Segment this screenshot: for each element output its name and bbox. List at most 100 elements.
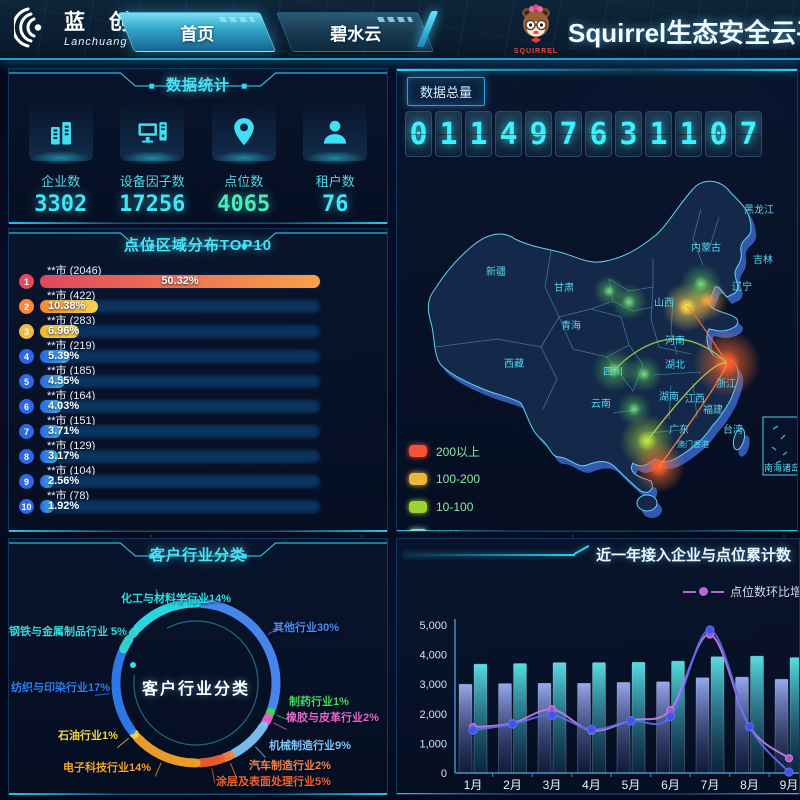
x-tick-label: 8月 [740,778,759,792]
flow-arc [613,338,728,371]
legend-item[interactable]: 200以上 [409,437,480,465]
legend-label: 10-100 [436,500,474,514]
donut-slice[interactable] [220,750,235,763]
y-tick-label: 0 [441,768,447,780]
top10-row[interactable]: **市 (104) 9 2.56% [19,463,377,489]
legend-item[interactable]: 10-100 [409,493,480,521]
province-label: 四川 [603,367,623,378]
donut-slice[interactable] [111,648,136,735]
heat-spot [593,275,625,307]
donut-slice-label: 电子科技行业14% [63,762,152,774]
donut-slice-label: 钢铁与金属制品行业 5% [9,626,127,638]
digit-card: 1 [465,111,492,157]
top10-bar-fill [40,350,70,363]
bar-series2 [710,656,725,774]
stat-value: 76 [322,192,349,217]
top10-bar-track: 5.39% [40,350,320,363]
page-title: Squirrel生态安全云平台 [568,18,800,48]
x-tick-label: 7月 [701,778,720,792]
donut-slice[interactable] [196,598,281,713]
stat-label: 设备因子数 [119,174,185,189]
x-tick-label: 2月 [503,778,522,792]
digit-card: 1 [645,111,672,157]
data-total-badge: 数据总量 [407,77,486,106]
province-label: 吉林 [753,253,773,266]
digit-card: 4 [495,111,522,157]
squirrel-mascot: SQUIRREL [508,3,564,55]
province-label: 浙江 [716,378,736,390]
tab-home[interactable]: 首页 [118,12,277,52]
legend-item[interactable]: 100-200 [409,465,480,493]
top10-bar-track: 4.55% [40,375,320,388]
top10-row[interactable]: **市 (283) 3 6.96% [19,313,377,339]
stat-sites: 点位数 4065 [198,103,290,217]
tab-bishuiyun[interactable]: 碧水云 [276,12,435,52]
province-label: 广东 [669,423,689,436]
stat-label: 企业数 [41,174,81,189]
line-point [784,767,794,777]
stat-value: 3302 [34,192,88,217]
donut-slice[interactable] [132,732,201,768]
top10-row[interactable]: **市 (78) 10 1.92% [19,488,377,514]
province-label: 台湾 [723,423,743,436]
province-label: 青海 [561,319,581,332]
top10-percent-label: 10.38% [48,300,86,312]
province-label: 甘肃 [554,281,574,294]
donut-slice-label: 石油行业1% [58,730,118,742]
yearly-bar-line-chart[interactable]: 0 1,000 2,000 3,000 4,000 5,000 1月 2月 3月 4月 5月 6月 7月… [397,597,800,795]
device-icon [138,122,168,143]
top10-bar-fill [40,450,58,463]
top10-row[interactable]: **市 (422) 2 10.38% [19,288,377,314]
donut-slice[interactable] [261,712,273,727]
donut-slice[interactable] [229,721,268,758]
top10-city-label: **市 (422) [47,290,96,302]
bar-series1 [498,683,512,774]
top10-bar-fill [40,500,54,513]
brand-name-en: Lanchuang [64,36,128,48]
top10-row[interactable]: **市 (151) 7 3.71% [19,413,377,439]
donut-slice-label: 其他行业30% [273,622,340,634]
top10-percent-label: 50.32% [161,275,199,287]
legend-item-growth-rate[interactable]: 点位数环比增长率 [683,583,799,600]
top10-bar-fill [40,400,63,413]
legend-item[interactable]: 1-10 [409,521,480,531]
legend-label: 1-10 [436,528,460,531]
x-tick-label: 9月 [780,778,799,792]
y-tick-label: 2,000 [419,709,447,721]
top10-bar-fill [40,475,55,488]
donut-slice[interactable] [119,627,140,654]
province-label: 河南 [665,334,685,347]
stat-tenants: 租户数 76 [290,103,382,217]
donut-slice-label: 纺织与印染行业17% [11,682,111,694]
legend-dot [699,587,708,596]
top10-row[interactable]: **市 (164) 6 4.03% [19,388,377,414]
donut-slice[interactable] [196,754,226,768]
province-label: 云南 [591,397,611,410]
top10-panel-title: 点位区域分布TOP10 [123,237,273,254]
location-pin-icon [233,118,254,146]
tab-bishuiyun-label: 碧水云 [329,24,381,44]
rank-badge: 5 [19,374,34,389]
top10-percent-label: 4.55% [48,375,80,387]
rank-badge: 4 [19,349,34,364]
rank-badge: 7 [19,424,34,439]
line-point [665,712,676,722]
legend-label: 100-200 [436,472,481,486]
top10-bar-fill [40,275,320,288]
industry-donut-chart[interactable] [9,565,389,796]
top10-row[interactable]: **市 (2046) 1 50.32% [19,263,377,289]
line-point [547,710,557,720]
top10-percent-label: 2.56% [48,475,80,487]
donut-slice[interactable] [133,598,202,633]
top10-row[interactable]: **市 (219) 4 5.39% [19,338,377,364]
top10-row[interactable]: **市 (185) 5 4.55% [19,363,377,389]
inset-label: 南海诸岛 [764,462,798,473]
top10-row[interactable]: **市 (129) 8 3.17% [19,438,377,464]
top10-bar-track: 3.17% [40,450,320,463]
line-point [586,724,597,735]
top10-percent-label: 6.96% [48,325,80,337]
top10-percent-label: 5.39% [48,350,80,362]
region-top10-panel: 点位区域分布TOP10 **市 (2046) 1 50.32% **市 (422… [8,228,388,532]
